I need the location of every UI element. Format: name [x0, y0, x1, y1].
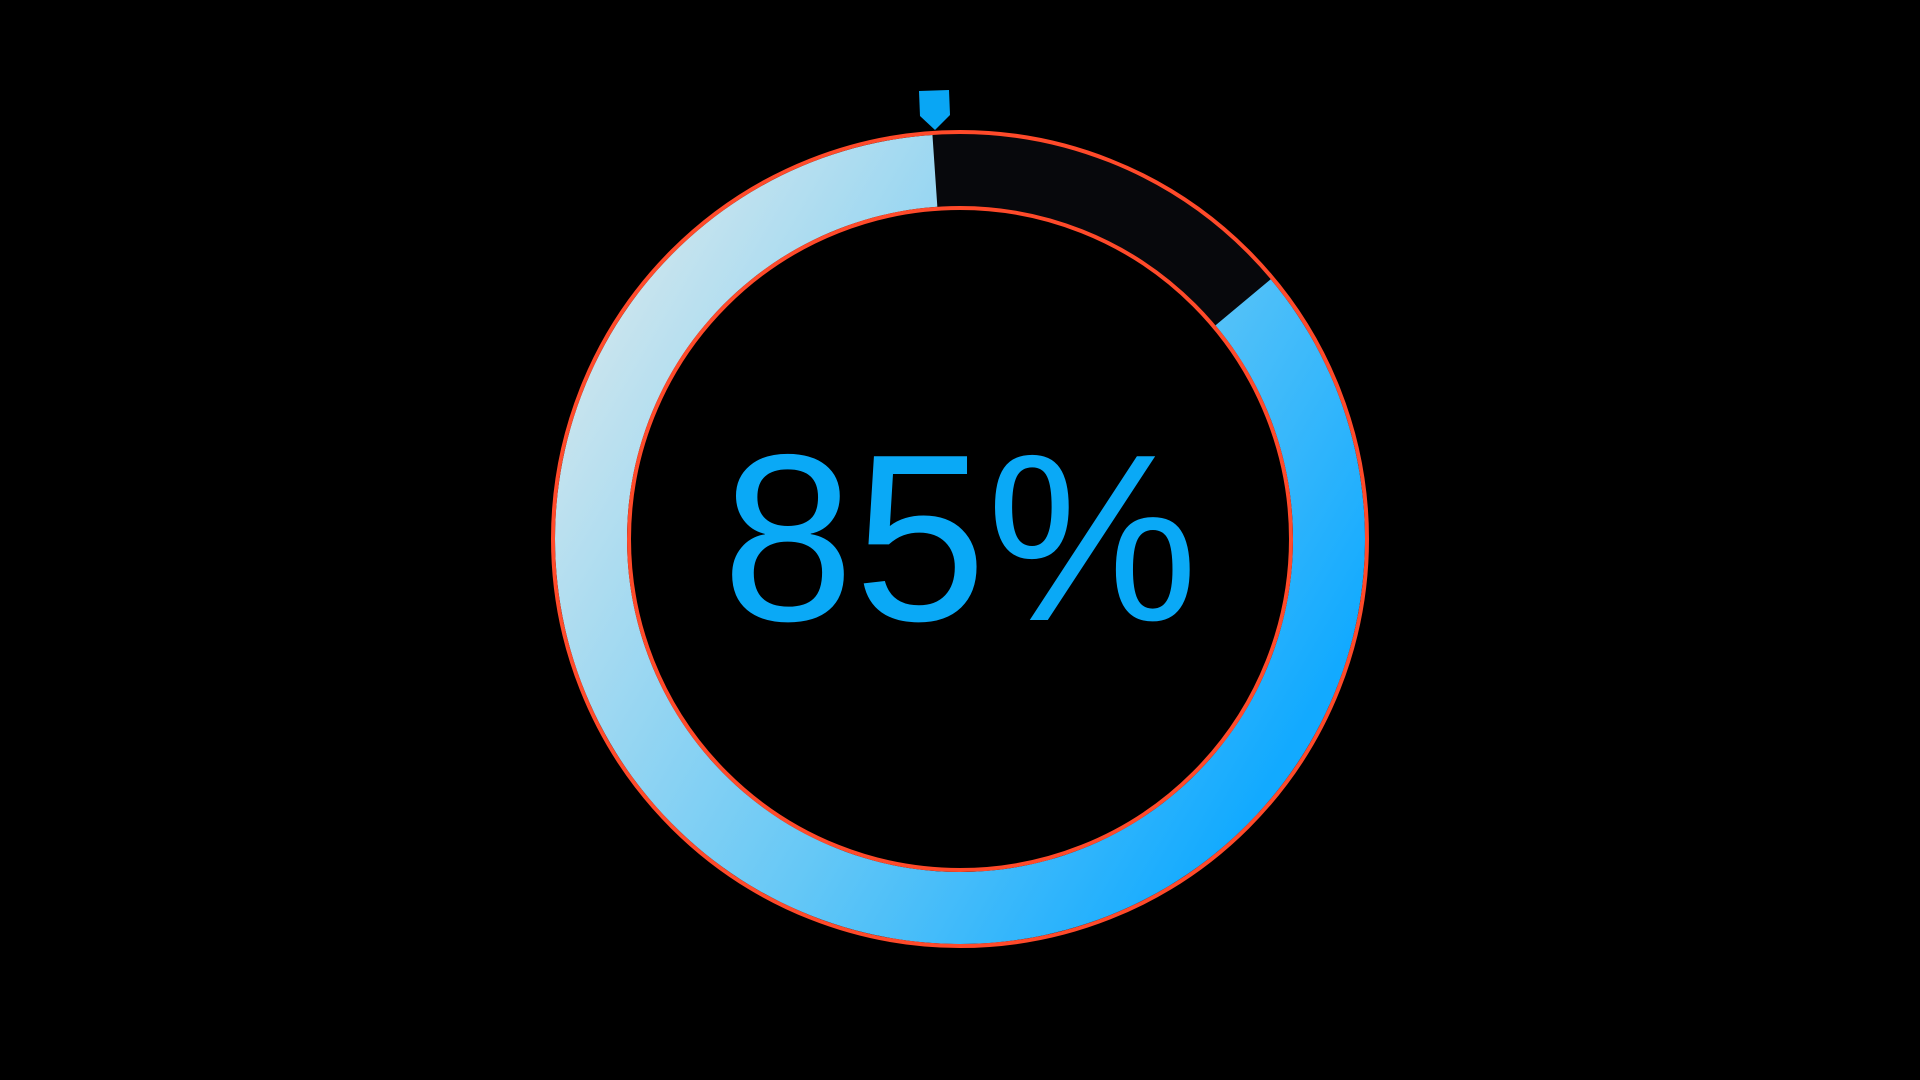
outer-outline	[551, 130, 1369, 948]
inner-outline	[627, 206, 1293, 872]
progress-percentage-label: 85%	[721, 406, 1199, 671]
progress-marker-icon	[919, 90, 950, 130]
progress-track-remaining	[932, 133, 1271, 326]
